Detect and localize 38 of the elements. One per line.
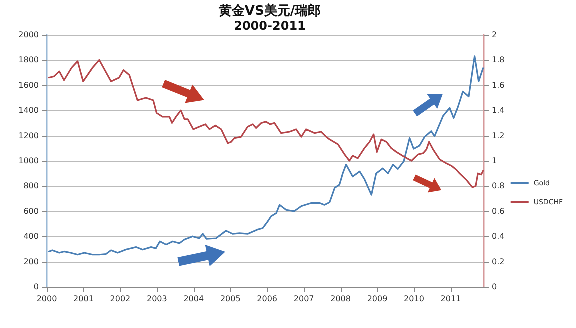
y2-tick-label: 0.4: [492, 232, 505, 242]
line-series: [48, 59, 484, 188]
x-tick-label: 2001: [74, 294, 94, 304]
y-tick-label: 600: [24, 206, 39, 216]
y2-tick-label: 1.4: [492, 106, 505, 116]
y2-tick-label: 1.6: [492, 80, 505, 90]
y-tick-label: 1000: [18, 156, 39, 166]
y-tick-label: 400: [24, 232, 39, 242]
x-tick-label: 2000: [36, 294, 58, 304]
y2-tick-label: 1.8: [492, 56, 505, 65]
y2-tick-label: 0: [492, 282, 498, 292]
y2-tick-label: 0.2: [492, 257, 505, 266]
x-tick-label: 2003: [146, 294, 168, 304]
x-tick-label: 2005: [220, 294, 241, 304]
y-tick-label: 1800: [18, 56, 39, 65]
y-tick-label: 0: [34, 282, 39, 292]
y-tick-label: 800: [24, 182, 39, 191]
y2-tick-label: 0.8: [492, 182, 505, 191]
chart-title: 黄金VS美元/瑞郎: [218, 3, 322, 19]
x-tick-label: 2010: [404, 294, 424, 304]
x-tick-label: 2004: [184, 294, 204, 304]
chart-subtitle: 2000-2011: [234, 19, 306, 33]
x-tick-label: 2008: [330, 294, 351, 304]
line-series: [48, 56, 484, 256]
y-tick-label: 1200: [18, 131, 39, 140]
y-tick-label: 200: [24, 257, 39, 266]
x-tick-label: 2009: [367, 294, 388, 304]
x-tick-label: 2007: [294, 294, 314, 304]
x-tick-label: 2006: [257, 294, 278, 304]
y-tick-label: 1600: [18, 80, 39, 90]
y-tick-label: 2000: [18, 30, 39, 40]
x-tick-label: 2011: [440, 294, 462, 304]
y2-tick-label: 1: [492, 156, 498, 166]
y2-tick-label: 2: [492, 30, 498, 40]
y2-tick-label: 0.6: [492, 206, 505, 216]
x-tick-label: 2002: [110, 294, 131, 304]
y-tick-label: 1400: [18, 106, 39, 116]
y2-tick-label: 1.2: [492, 131, 505, 140]
